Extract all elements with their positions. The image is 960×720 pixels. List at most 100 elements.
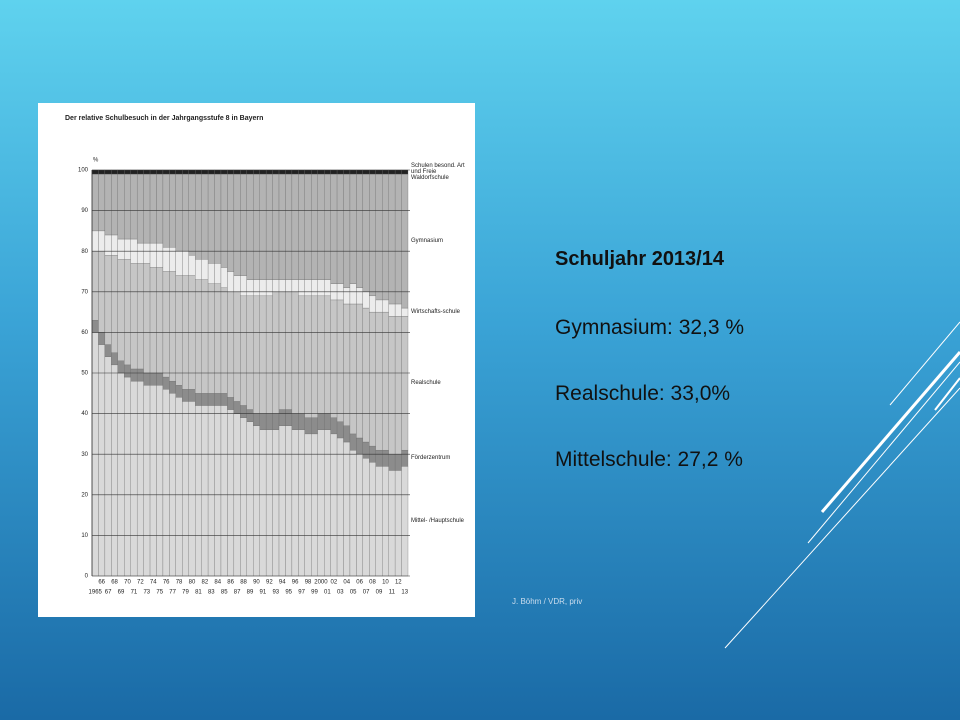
bar-segment — [227, 271, 235, 292]
bar-segment — [98, 332, 106, 345]
bar-segment — [117, 372, 125, 577]
bar-segment — [298, 429, 305, 577]
x-tick-label: 97 — [298, 590, 305, 596]
bar-segment — [182, 389, 189, 402]
bar-segment — [382, 169, 389, 175]
bar-segment — [214, 169, 222, 175]
decor-line — [934, 377, 960, 411]
bar-segment — [240, 405, 247, 418]
x-tick-label: 93 — [272, 590, 279, 596]
bar-segment — [362, 169, 370, 175]
bar-segment — [143, 169, 151, 175]
bar-segment — [111, 234, 118, 256]
bar-segment — [382, 449, 389, 467]
bar-segment — [233, 169, 241, 175]
bar-segment — [259, 169, 267, 175]
x-tick-label: 71 — [131, 590, 138, 596]
x-tick-label: 68 — [111, 580, 118, 586]
bar-segment — [356, 303, 364, 439]
bar-segment — [311, 433, 318, 577]
bar-segment — [265, 169, 273, 175]
bar-segment — [162, 271, 170, 378]
x-tick-label: 70 — [124, 580, 131, 586]
x-tick-label: 13 — [401, 590, 408, 596]
bar-segment — [285, 169, 293, 175]
x-tick-label: 75 — [156, 590, 163, 596]
bar-segment — [272, 169, 280, 175]
bar-segment — [311, 295, 318, 418]
bar-segment — [291, 291, 299, 414]
bar-segment — [272, 279, 280, 292]
bar-segment — [298, 173, 305, 280]
bar-segment — [304, 169, 312, 175]
bar-segment — [253, 425, 260, 577]
bar-segment — [111, 169, 118, 175]
y-tick-label: 0 — [85, 574, 89, 580]
bar-segment — [298, 169, 305, 175]
bar-segment — [91, 320, 99, 333]
bar-segment — [356, 173, 364, 288]
bar-segment — [201, 173, 209, 260]
bar-segment — [195, 173, 202, 260]
x-tick-label: 04 — [343, 580, 350, 586]
bar-segment — [285, 173, 293, 280]
bar-segment — [369, 295, 376, 313]
bar-segment — [233, 401, 241, 414]
bar-segment — [201, 259, 209, 280]
bar-segment — [188, 389, 196, 402]
bar-segment — [207, 405, 215, 577]
bar-segment — [311, 417, 318, 435]
bar-segment — [233, 275, 241, 292]
bar-segment — [291, 413, 299, 430]
bar-segment — [149, 372, 157, 386]
bar-segment — [272, 413, 280, 430]
bar-segment — [130, 263, 138, 370]
x-tick-label: 08 — [369, 580, 376, 586]
bar-segment — [343, 441, 351, 577]
x-tick-label: 91 — [260, 590, 267, 596]
bar-segment — [227, 169, 235, 175]
y-tick-label: 90 — [81, 208, 88, 214]
bar-segment — [259, 429, 267, 577]
bar-segment — [104, 344, 112, 357]
bar-segment — [136, 173, 144, 244]
decor-line — [724, 387, 960, 649]
y-tick-label: 70 — [81, 289, 88, 295]
bar-segment — [330, 299, 338, 418]
legend-label: Förderzentrum — [411, 455, 451, 462]
bar-segment — [143, 263, 151, 374]
decor-line — [807, 361, 960, 544]
x-tick-label: 89 — [247, 590, 254, 596]
bar-segment — [349, 283, 357, 305]
x-tick-label: 80 — [189, 580, 196, 586]
bar-segment — [117, 259, 125, 361]
bar-segment — [207, 393, 215, 406]
bar-segment — [136, 368, 144, 382]
bar-segment — [324, 173, 331, 280]
bar-segment — [362, 291, 370, 309]
bar-segment — [317, 169, 325, 175]
x-tick-label: 1965 — [89, 590, 103, 596]
bar-segment — [330, 433, 338, 577]
bar-segment — [98, 230, 106, 252]
x-tick-label: 98 — [305, 580, 312, 586]
bar-segment — [104, 173, 112, 236]
x-tick-label: 02 — [330, 580, 337, 586]
bar-segment — [253, 169, 260, 175]
bar-segment — [246, 173, 254, 280]
bar-segment — [362, 173, 370, 292]
bar-segment — [124, 376, 131, 577]
stat-line: Mittelschule: 27,2 % — [555, 448, 743, 471]
bar-segment — [369, 462, 376, 577]
bar-segment — [259, 173, 267, 280]
chart-image: Der relative Schulbesuch in der Jahrgang… — [38, 103, 475, 617]
bar-segment — [240, 169, 247, 175]
bar-segment — [156, 267, 164, 374]
x-tick-label: 76 — [163, 580, 170, 586]
bar-segment — [246, 295, 254, 410]
bar-segment — [188, 169, 196, 175]
bar-segment — [278, 173, 286, 280]
bar-segment — [272, 429, 280, 577]
bar-segment — [207, 283, 215, 394]
bar-segment — [149, 169, 157, 175]
